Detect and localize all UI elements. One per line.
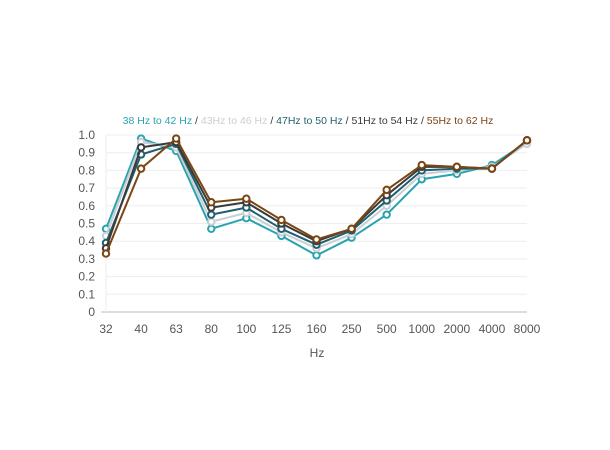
y-tick-label: 0.9 <box>78 146 95 160</box>
x-tick-label: 4000 <box>479 322 506 336</box>
x-tick-label: 250 <box>342 322 362 336</box>
data-point[interactable] <box>487 164 497 173</box>
legend-entry[interactable]: 55Hz to 62 Hz <box>427 115 494 127</box>
y-tick-label: 0.3 <box>78 252 95 266</box>
x-tick-label: 125 <box>271 322 291 336</box>
legend-entry[interactable]: 43Hz to 46 Hz <box>201 115 268 127</box>
x-tick-label: 160 <box>306 322 326 336</box>
y-tick-label: 1.0 <box>78 128 95 142</box>
x-tick-label: 63 <box>169 322 183 336</box>
data-point[interactable] <box>171 134 181 143</box>
y-tick-label: 0.7 <box>78 181 95 195</box>
legend-entry[interactable]: 38 Hz to 42 Hz <box>123 115 192 127</box>
legend-separator: / <box>192 115 201 127</box>
y-tick-label: 0 <box>88 305 95 319</box>
y-axis-ticks: 0 0.1 0.2 0.3 0.4 0.5 0.6 0.7 0.8 0.9 1.0 <box>78 128 95 319</box>
data-point[interactable] <box>382 210 391 219</box>
data-point[interactable] <box>522 136 532 145</box>
y-tick-label: 0.6 <box>78 199 95 213</box>
x-tick-label: 8000 <box>514 322 541 336</box>
data-point[interactable] <box>382 185 391 195</box>
data-point[interactable] <box>207 224 216 234</box>
data-point[interactable] <box>277 215 286 225</box>
data-point[interactable] <box>101 249 111 258</box>
data-point[interactable] <box>417 160 426 170</box>
y-tick-label: 0.5 <box>78 217 95 231</box>
y-tick-label: 0.8 <box>78 163 95 177</box>
x-tick-label: 100 <box>236 322 256 336</box>
x-tick-label: 40 <box>134 322 148 336</box>
x-tick-label: 2000 <box>443 322 470 336</box>
data-point[interactable] <box>347 224 356 234</box>
data-point[interactable] <box>452 162 462 172</box>
data-point[interactable] <box>207 217 216 226</box>
series-line <box>105 139 528 246</box>
series <box>101 136 532 249</box>
y-tick-label: 0.1 <box>78 287 95 301</box>
x-tick-label: 32 <box>99 322 113 336</box>
legend-separator: / <box>267 115 276 127</box>
data-point[interactable] <box>136 143 146 152</box>
series <box>101 137 532 253</box>
x-tick-label: 80 <box>205 322 219 336</box>
data-point[interactable] <box>312 251 321 260</box>
data-point[interactable] <box>242 194 251 203</box>
data-point[interactable] <box>136 164 146 173</box>
y-tick-label: 0.4 <box>78 234 95 248</box>
data-point[interactable] <box>207 210 216 219</box>
x-axis-title: Hz <box>310 346 325 360</box>
legend: 38 Hz to 42 Hz / 43Hz to 46 Hz / 47Hz to… <box>123 115 494 127</box>
x-tick-label: 500 <box>377 322 397 336</box>
data-point[interactable] <box>312 235 321 244</box>
x-tick-label: 1000 <box>408 322 435 336</box>
x-axis-ticks: 32 40 63 80 100 125 160 250 500 1000 2000 4000 8000 <box>99 322 540 336</box>
legend-separator: / <box>343 115 352 127</box>
legend-entry[interactable]: 51Hz to 54 Hz <box>351 115 418 127</box>
series-group <box>101 134 532 260</box>
axes <box>101 135 527 313</box>
y-tick-label: 0.2 <box>78 270 95 284</box>
legend-separator: / <box>418 115 427 127</box>
legend-entry[interactable]: 47Hz to 50 Hz <box>276 115 343 127</box>
series <box>101 136 532 253</box>
series-line <box>105 141 528 250</box>
series-line <box>105 139 528 249</box>
data-point[interactable] <box>207 198 216 207</box>
grid <box>106 134 527 313</box>
series <box>101 134 532 258</box>
